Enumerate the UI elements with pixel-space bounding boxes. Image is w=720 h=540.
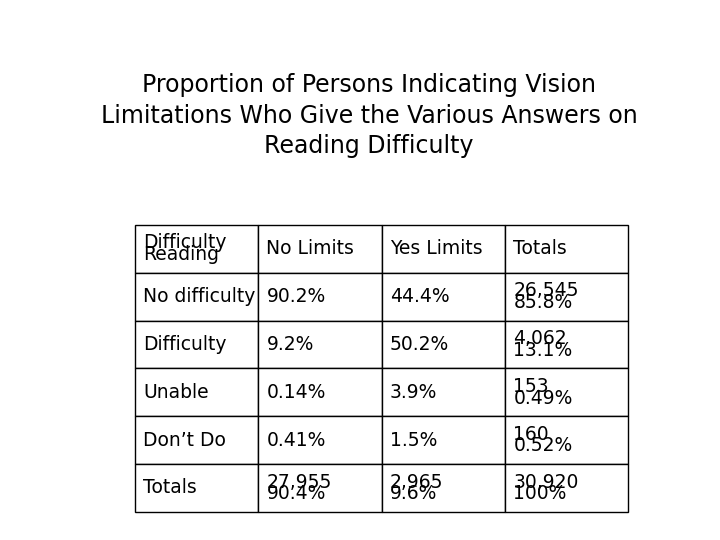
Text: 0.14%: 0.14% (266, 383, 326, 402)
Polygon shape (505, 321, 629, 368)
Text: 153: 153 (513, 377, 549, 396)
Text: Difficulty: Difficulty (143, 335, 227, 354)
Polygon shape (258, 225, 382, 273)
Polygon shape (382, 321, 505, 368)
Polygon shape (135, 273, 258, 321)
Text: 0.52%: 0.52% (513, 436, 572, 455)
Text: Proportion of Persons Indicating Vision
Limitations Who Give the Various Answers: Proportion of Persons Indicating Vision … (101, 73, 637, 158)
Text: 13.1%: 13.1% (513, 341, 572, 360)
Text: 1.5%: 1.5% (390, 430, 437, 450)
Polygon shape (382, 416, 505, 464)
Polygon shape (382, 273, 505, 321)
Text: 30,920: 30,920 (513, 472, 579, 491)
Polygon shape (135, 225, 258, 273)
Polygon shape (505, 273, 629, 321)
Text: 2,965: 2,965 (390, 472, 444, 491)
Text: 50.2%: 50.2% (390, 335, 449, 354)
Text: 3.9%: 3.9% (390, 383, 437, 402)
Polygon shape (505, 225, 629, 273)
Text: 90.4%: 90.4% (266, 484, 326, 503)
Text: Reading: Reading (143, 245, 219, 264)
Polygon shape (505, 416, 629, 464)
Text: No Limits: No Limits (266, 239, 354, 258)
Text: Don’t Do: Don’t Do (143, 430, 226, 450)
Polygon shape (505, 368, 629, 416)
Polygon shape (382, 225, 505, 273)
Polygon shape (135, 464, 258, 512)
Text: 160: 160 (513, 425, 549, 444)
Text: 0.41%: 0.41% (266, 430, 326, 450)
Polygon shape (135, 416, 258, 464)
Polygon shape (258, 416, 382, 464)
Polygon shape (135, 368, 258, 416)
Text: Yes Limits: Yes Limits (390, 239, 482, 258)
Text: 26,545: 26,545 (513, 281, 579, 300)
Polygon shape (382, 368, 505, 416)
Text: Difficulty: Difficulty (143, 233, 227, 253)
Text: 27,955: 27,955 (266, 472, 332, 491)
Text: 90.2%: 90.2% (266, 287, 325, 306)
Text: Unable: Unable (143, 383, 209, 402)
Text: 100%: 100% (513, 484, 567, 503)
Text: No difficulty: No difficulty (143, 287, 256, 306)
Polygon shape (382, 464, 505, 512)
Text: 0.49%: 0.49% (513, 389, 572, 408)
Text: 9.6%: 9.6% (390, 484, 437, 503)
Polygon shape (135, 321, 258, 368)
Text: 85.8%: 85.8% (513, 293, 572, 312)
Text: 44.4%: 44.4% (390, 287, 449, 306)
Polygon shape (258, 273, 382, 321)
Text: Totals: Totals (143, 478, 197, 497)
Text: 4,062: 4,062 (513, 329, 567, 348)
Polygon shape (258, 368, 382, 416)
Polygon shape (505, 464, 629, 512)
Polygon shape (258, 464, 382, 512)
Text: Totals: Totals (513, 239, 567, 258)
Polygon shape (258, 321, 382, 368)
Text: 9.2%: 9.2% (266, 335, 314, 354)
